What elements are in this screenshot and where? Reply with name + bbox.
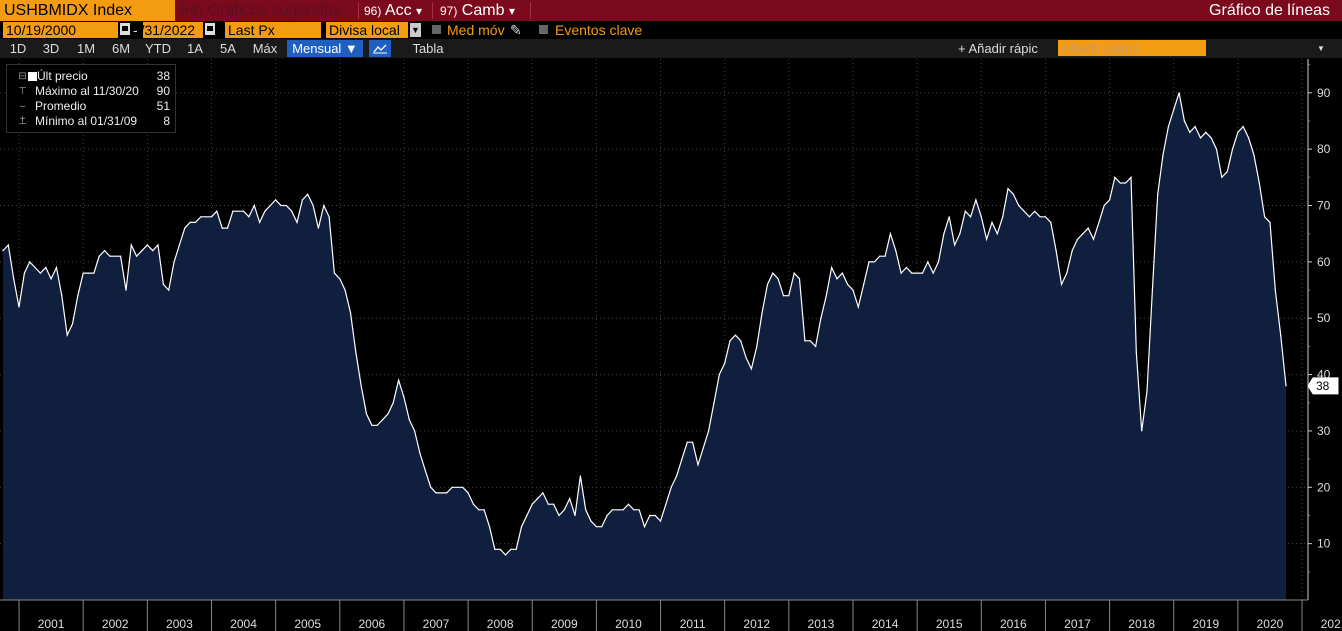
date-field-bar: 10/19/2000 - 10/31/2022 Last Px Divisa l… [0,21,1342,39]
moving-average-checkbox[interactable] [432,25,441,34]
range-1m-button[interactable]: 1M [76,41,96,56]
average-marker-icon: –+ [19,101,26,125]
legend-max: ⊤ Máximo al 11/30/20 90 [15,84,170,99]
frequency-dropdown[interactable]: Mensual ▼ [287,40,363,57]
last-value-tag [1307,377,1339,395]
add-quick-button[interactable]: + Añadir rápic [958,41,1038,56]
x-tick-label: 2019 [1192,617,1219,631]
change-num: 97) [440,4,458,18]
x-tick-label: 2001 [38,617,65,631]
x-tick-label: 2002 [102,617,129,631]
suggested-charts-menu[interactable]: 94) Gráficos sugeridos [180,2,341,19]
divider [432,2,433,19]
legend-average: –+ Promedio 51 [15,99,170,125]
range-6m-button[interactable]: 6M [111,41,131,56]
field-selector[interactable]: Last Px [225,22,321,38]
x-tick-label: 2017 [1064,617,1091,631]
chevron-down-icon: ▾ [508,4,515,18]
x-tick-label: 2003 [166,617,193,631]
x-tick-label: 2018 [1128,617,1155,631]
line-chart-glyph [373,44,387,54]
legend-min-value: 8 [163,114,170,128]
actions-label: Acc [384,2,412,19]
range-3d-button[interactable]: 3D [42,41,60,56]
add-data-input[interactable]: Añadir datos [1058,40,1206,56]
x-tick-label: 2009 [551,617,578,631]
calendar-icon[interactable] [205,23,215,35]
title-bar: USHBMIDX Index 94) Gráficos sugeridos 96… [0,0,1342,21]
dropdown-arrow-icon[interactable]: ▼ [1317,44,1325,53]
legend-max-label: Máximo al 11/30/20 [35,84,139,98]
date-separator: - [133,22,138,38]
y-tick-label: 90 [1317,86,1331,100]
x-tick-label: 2013 [808,617,835,631]
y-tick-label: 80 [1317,142,1331,156]
y-tick-label: 30 [1317,424,1331,438]
x-tick-label: 2012 [743,617,770,631]
last-value-label: 38 [1316,379,1330,393]
x-tick-label: 2020 [1257,617,1284,631]
chevron-down-icon[interactable]: ▼ [410,23,421,37]
actions-menu[interactable]: 96) Acc ▾ [364,0,422,21]
end-date-input[interactable]: 10/31/2022 [143,22,203,38]
y-tick-label: 50 [1317,311,1331,325]
range-5a-button[interactable]: 5A [220,41,236,56]
y-tick-label: 70 [1317,199,1331,213]
legend-min: ⊥ Mínimo al 01/31/09 8 [15,114,170,129]
range-max-button[interactable]: Máx [252,41,278,56]
actions-num: 96) [364,4,382,18]
series-line [2,92,1287,556]
start-date-input[interactable]: 10/19/2000 [3,22,118,38]
series-area [3,92,1286,601]
chart-type-title: Gráfico de líneas [1209,2,1330,19]
legend-max-value: 90 [156,84,170,98]
x-tick-label: 2011 [680,617,706,631]
moving-average-label[interactable]: Med móv [447,22,505,38]
legend-avg-label: Promedio [35,99,87,113]
key-events-checkbox[interactable] [539,25,548,34]
x-tick-label: 2004 [230,617,257,631]
chart-legend: ⊟ Últ precio 38 ⊤ Máximo al 11/30/20 90 … [6,64,176,133]
x-tick-label: 2008 [487,617,514,631]
pencil-icon[interactable]: ✎ [510,22,522,38]
ticker-field[interactable]: USHBMIDX Index [0,0,175,21]
table-button[interactable]: Tabla [412,41,444,56]
change-menu[interactable]: 97) Camb ▾ [440,0,515,21]
range-1a-button[interactable]: 1A [187,41,203,56]
x-tick-label: 2006 [359,617,386,631]
end-date-value: 10/31/2022 [143,22,196,38]
y-tick-label: 20 [1317,480,1331,494]
range-1d-button[interactable]: 1D [9,41,27,56]
divider [530,2,531,19]
legend-last-price: ⊟ Últ precio 38 [15,69,170,84]
x-tick-label: 2014 [872,617,899,631]
range-ytd-button[interactable]: YTD [145,41,171,56]
legend-avg-value: 51 [156,99,170,113]
min-marker-icon: ⊥ [18,116,27,127]
legend-last-label: Últ precio [37,69,88,83]
chevron-down-icon: ▾ [416,4,423,18]
currency-selector[interactable]: Divisa local [326,22,408,38]
calendar-icon[interactable] [120,23,130,35]
expand-icon[interactable]: ⊟ [18,71,27,82]
key-events-label[interactable]: Eventos clave [555,22,643,38]
legend-min-label: Mínimo al 01/31/09 [35,114,138,128]
series-swatch [28,72,37,81]
legend-last-value: 38 [156,69,170,83]
y-tick-label: 10 [1317,537,1331,551]
x-tick-label: 2005 [294,617,321,631]
x-tick-label: 2016 [1000,617,1027,631]
range-toolbar: 1D 3D 1M 6M YTD 1A 5A Máx Mensual ▼ Tabl… [0,39,1342,58]
x-tick-label: 2007 [423,617,450,631]
divider [358,2,359,19]
line-chart-icon[interactable] [369,40,391,57]
change-label: Camb [461,2,505,19]
y-tick-label: 60 [1317,255,1331,269]
x-tick-label: 2015 [936,617,963,631]
max-marker-icon: ⊤ [18,86,27,97]
x-tick-label: 2010 [615,617,642,631]
